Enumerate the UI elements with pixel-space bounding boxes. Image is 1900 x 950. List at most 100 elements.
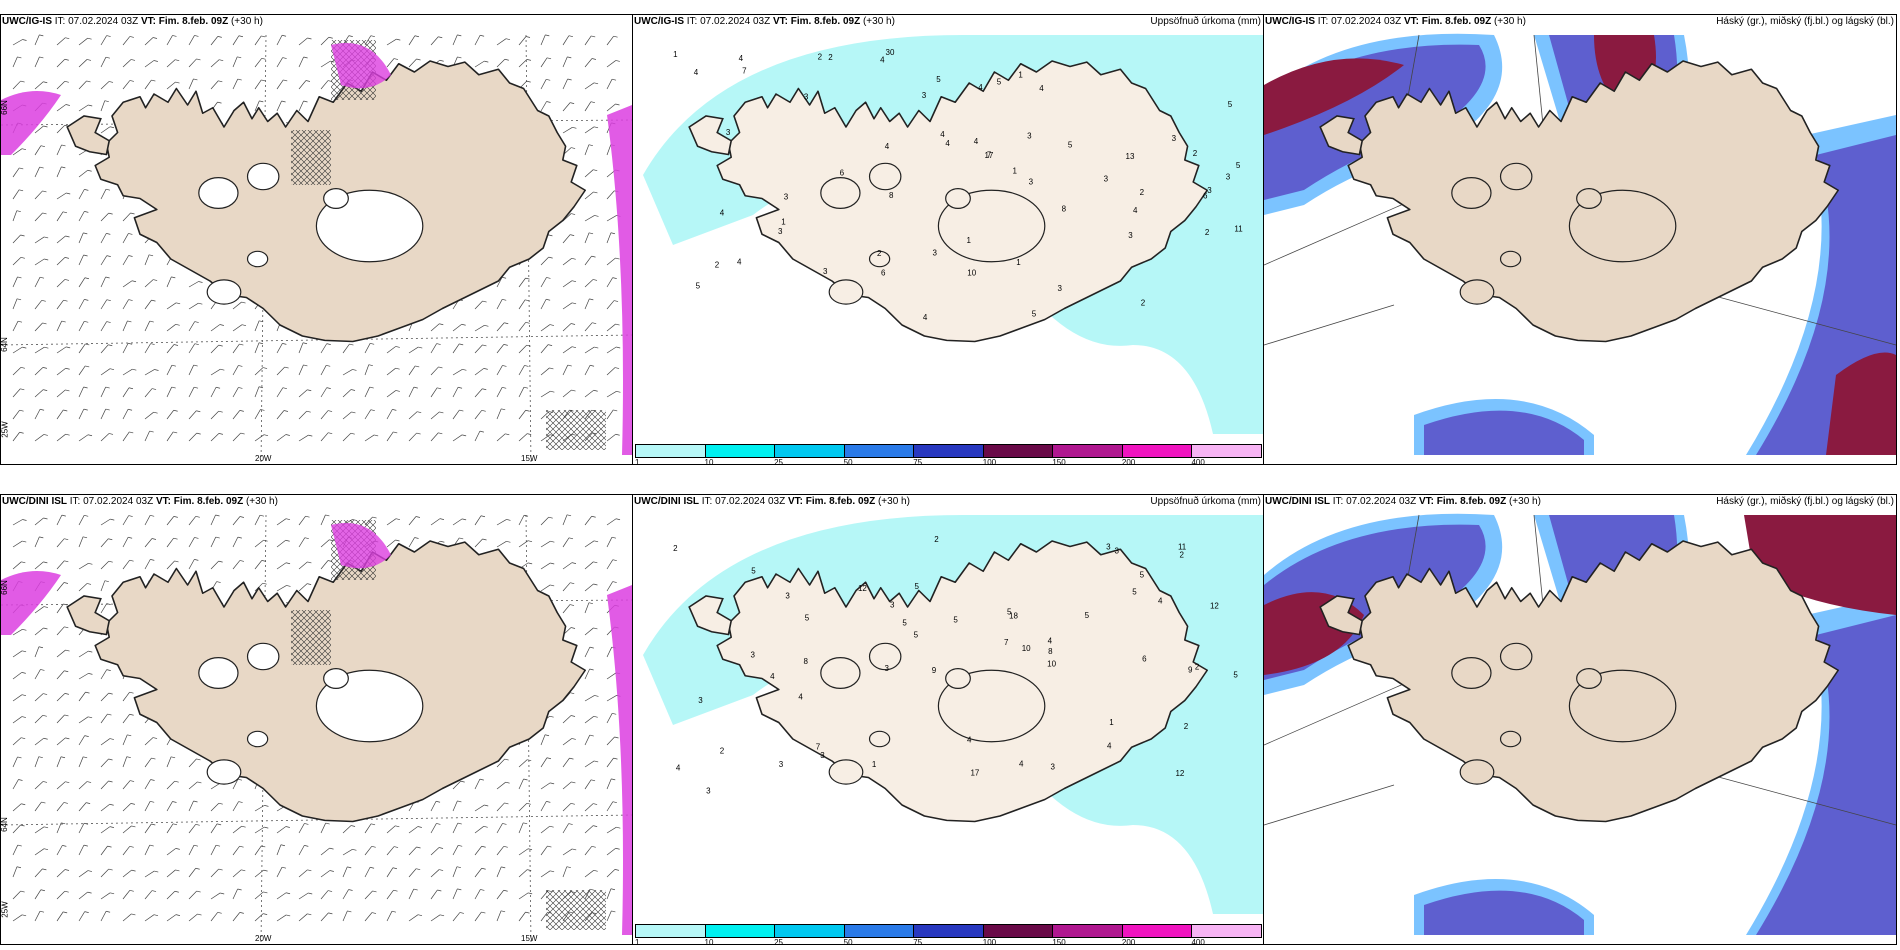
wind-barb xyxy=(78,299,85,310)
colorbar-label: 1 xyxy=(635,938,640,945)
wind-barb-flag xyxy=(259,100,264,103)
wind-barb-flag xyxy=(151,299,156,302)
panel-title: UWC/DINI ISL IT: 07.02.2024 03Z VT: Fim.… xyxy=(1265,496,1541,507)
wind-barb-flag xyxy=(150,800,155,803)
wind-barb xyxy=(452,912,461,922)
wind-barb xyxy=(188,78,194,90)
wind-barb xyxy=(166,431,174,442)
wind-barb-flag xyxy=(151,79,156,82)
precip-value-label: 2 xyxy=(1184,722,1189,731)
wind-barb xyxy=(34,81,44,90)
wind-barb-flag xyxy=(128,515,133,517)
glacier-outline xyxy=(1459,759,1495,785)
wind-barb xyxy=(232,779,239,790)
wind-barb-flag xyxy=(304,823,309,825)
glacier-outline xyxy=(1499,162,1533,191)
wind-barb xyxy=(320,387,328,398)
glacier-outline xyxy=(1576,188,1602,209)
precip-value-label: 2 xyxy=(1193,149,1198,158)
precip-value-label: 4 xyxy=(770,672,775,681)
wind-barb xyxy=(430,823,437,834)
wind-barb xyxy=(122,714,130,724)
wind-barb-flag xyxy=(171,276,176,279)
wind-barb-flag xyxy=(593,869,598,872)
precip-value-label: 4 xyxy=(694,68,699,77)
wind-barb-flag xyxy=(482,344,487,347)
wind-barb xyxy=(254,367,264,376)
wind-barb xyxy=(540,734,546,746)
wind-barb-flag xyxy=(571,389,576,392)
wind-barb-flag xyxy=(305,80,311,82)
wind-barb xyxy=(34,434,45,442)
wind-barb-flag xyxy=(481,911,486,914)
wind-barb-flag xyxy=(64,890,69,893)
precip-value-label: 4 xyxy=(676,763,681,772)
wind-barb-flag xyxy=(523,386,529,389)
wind-barb-flag xyxy=(506,519,511,521)
wind-barb xyxy=(298,869,308,878)
wind-barb-flag xyxy=(87,169,92,172)
wind-barb-flag xyxy=(131,913,136,916)
wind-barb-flag xyxy=(483,825,488,828)
precip-value-label: 2 xyxy=(715,260,720,269)
wind-barb xyxy=(34,826,45,834)
wind-barb xyxy=(188,913,198,922)
lat-label-64n: 64N xyxy=(0,817,9,832)
wind-barb xyxy=(606,190,615,200)
wind-barb-flag xyxy=(104,580,109,583)
wind-barb-flag xyxy=(62,211,68,214)
wind-barb xyxy=(56,58,66,68)
wind-barb xyxy=(122,299,129,310)
wind-barb-flag xyxy=(44,236,49,239)
precip-value-label: 1 xyxy=(1012,167,1017,176)
wind-barb xyxy=(78,365,86,376)
wind-barb xyxy=(56,911,64,922)
wind-barb xyxy=(540,324,551,332)
wind-barb-flag xyxy=(280,844,286,847)
wind-barb-flag xyxy=(611,910,616,913)
wind-barb xyxy=(518,36,527,46)
wind-barb xyxy=(210,892,221,900)
wind-barb xyxy=(78,277,86,288)
wind-barb-flag xyxy=(286,585,291,587)
wind-barb-flag xyxy=(65,104,70,106)
wind-barb xyxy=(276,343,283,354)
wind-barb xyxy=(34,34,40,46)
precip-value-label: 3 xyxy=(820,751,825,760)
wind-barb-flag xyxy=(594,540,599,543)
wind-barb-flag xyxy=(151,890,157,892)
wind-barb xyxy=(122,431,130,442)
wind-barb xyxy=(188,410,197,420)
wind-barb xyxy=(100,57,107,68)
wind-barb-flag xyxy=(372,516,377,519)
precip-value-label: 5 xyxy=(1032,310,1037,319)
wind-barb-flag xyxy=(525,321,530,324)
wind-barb xyxy=(562,280,573,288)
wind-barb xyxy=(100,803,110,812)
wind-barb xyxy=(562,715,572,724)
precip-value-label: 3 xyxy=(778,227,783,236)
wind-barb xyxy=(408,411,418,420)
wind-barb xyxy=(210,344,219,354)
wind-barb-flag xyxy=(462,434,467,437)
wind-barb xyxy=(188,343,196,354)
wind-barb-flag xyxy=(548,234,553,237)
wind-barb-flag xyxy=(263,913,268,915)
wind-barb-flag xyxy=(571,562,577,564)
wind-barb-flag xyxy=(176,302,181,305)
wind-barb-flag xyxy=(88,562,93,565)
wind-barb xyxy=(584,846,593,856)
precip-value-label: 3 xyxy=(1029,177,1034,186)
wind-barb-flag xyxy=(457,888,462,891)
wind-barb xyxy=(452,800,458,812)
wind-barb xyxy=(56,37,66,46)
precip-value-label: 5 xyxy=(805,613,810,622)
wind-barb xyxy=(342,411,352,420)
precip-value-label: 1 xyxy=(872,760,877,769)
wind-barb xyxy=(100,758,109,768)
colorbar-label: 75 xyxy=(913,458,923,465)
glacier-outline xyxy=(206,279,242,305)
wind-barb-flag xyxy=(439,59,444,62)
wind-barb xyxy=(584,779,592,790)
wind-barb xyxy=(34,166,40,178)
